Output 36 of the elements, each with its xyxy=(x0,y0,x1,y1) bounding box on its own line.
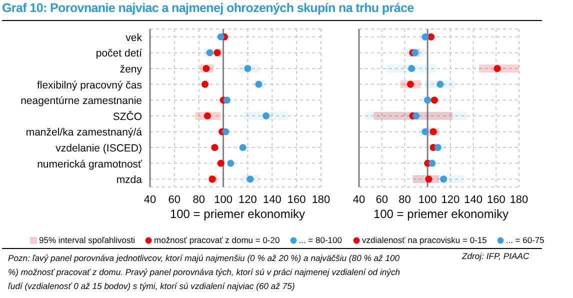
legend-label: možnosť pracovať z domu = 0-20 xyxy=(154,235,280,245)
y-tick-label: počet detí xyxy=(96,48,142,60)
legend-label: ... = 80-100 xyxy=(298,235,342,245)
x-axis-title: 100 = priemer ekonomiky xyxy=(168,207,306,221)
x-tick-label: 100 xyxy=(214,194,232,206)
x-tick-label: 180 xyxy=(510,194,528,206)
text: Zdroj: IFP, PIAAC xyxy=(462,251,530,261)
y-tick-label: SZČO xyxy=(112,110,142,123)
legend-label: vzdialenosť na pracovisku = 0-15 xyxy=(362,235,487,245)
x-tick-label: 120 xyxy=(441,194,460,206)
text: Pozn: ľavý panel porovnáva jednotlivcov, ktorí majú najmenšiu (0 % až 20 %) a najväčšiu (80 % až 100 %) možnosť pracovať z domu. Pravý panel porovnáva tých, ktorí sú v práci najmenej vzdialení od iných ľudí (vzdialenosť 0 až 15 bodov) s tými, ktorí sú vzdialení najviac (60 až 75) xyxy=(8,252,402,293)
x-tick-label: 80 xyxy=(192,194,205,206)
chart-title: Graf 10: Porovnanie najviac a najmenej ohrozených skupín na trhu práce xyxy=(2,1,414,15)
y-tick-label: mzda xyxy=(116,174,142,186)
y-tick-label: vek xyxy=(126,32,143,44)
y-tick-label: flexibilný pracovný čas xyxy=(36,79,142,92)
x-tick-label: 40 xyxy=(352,194,366,206)
x-tick-label: 100 xyxy=(418,194,437,206)
x-tick-label: 160 xyxy=(486,194,506,206)
y-tick-label: vzdelanie (ISCED) xyxy=(56,142,142,154)
y-tick-label: ženy xyxy=(120,64,143,76)
text: 95% interval spoľahlivosti xyxy=(39,235,136,245)
x-tick-label: 120 xyxy=(238,194,257,206)
y-tick-label: numerická gramotnosť xyxy=(37,158,144,170)
legend-label: ... = 60-75 xyxy=(506,235,544,245)
y-tick-label: neagentúrne zamestnanie xyxy=(20,95,142,108)
x-tick-label: 140 xyxy=(464,194,482,206)
x-tick-label: 140 xyxy=(262,194,282,206)
x-tick-label: 60 xyxy=(376,194,388,206)
y-tick-label: manžel/ka zamestnaný/á xyxy=(26,126,142,139)
x-tick-label: 180 xyxy=(312,194,330,206)
x-tick-label: 60 xyxy=(168,194,181,206)
x-tick-label: 80 xyxy=(398,194,411,206)
x-tick-label: 40 xyxy=(144,194,156,206)
x-tick-label: 160 xyxy=(287,194,306,206)
x-axis-title: 100 = priemer ekonomiky xyxy=(372,207,510,221)
